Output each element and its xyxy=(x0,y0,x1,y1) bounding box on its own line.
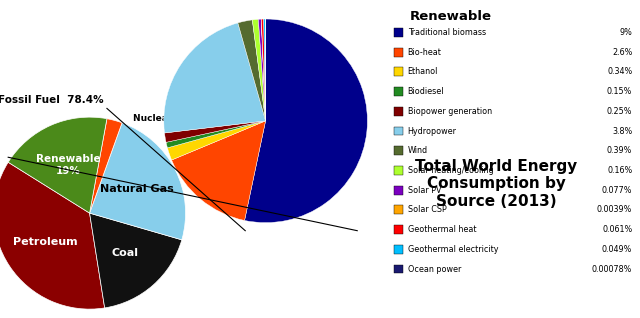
Text: Ocean power: Ocean power xyxy=(408,265,461,273)
Text: 0.25%: 0.25% xyxy=(607,107,632,116)
Text: 0.16%: 0.16% xyxy=(607,166,632,175)
Text: 0.0039%: 0.0039% xyxy=(597,205,632,214)
Text: 0.15%: 0.15% xyxy=(607,87,632,96)
Text: Wind: Wind xyxy=(408,146,428,155)
Text: Ethanol: Ethanol xyxy=(408,67,438,76)
Wedge shape xyxy=(244,19,367,223)
Text: Coal: Coal xyxy=(111,248,138,258)
Text: Nuclear 2.6%: Nuclear 2.6% xyxy=(132,114,200,122)
Text: 3.8%: 3.8% xyxy=(612,127,632,135)
Wedge shape xyxy=(166,121,266,148)
Wedge shape xyxy=(8,117,107,213)
Wedge shape xyxy=(261,19,266,121)
Wedge shape xyxy=(0,162,105,309)
Text: Fossil Fuel  78.4%: Fossil Fuel 78.4% xyxy=(0,95,104,105)
Wedge shape xyxy=(168,121,266,160)
Text: Geothermal heat: Geothermal heat xyxy=(408,225,476,234)
Wedge shape xyxy=(264,19,266,121)
Text: 0.077%: 0.077% xyxy=(602,186,632,195)
Wedge shape xyxy=(164,23,266,133)
Text: 0.049%: 0.049% xyxy=(602,245,632,254)
Text: Total World Energy
Consumption by
Source (2013): Total World Energy Consumption by Source… xyxy=(415,159,577,209)
Text: 0.34%: 0.34% xyxy=(607,67,632,76)
Text: Bio-heat: Bio-heat xyxy=(408,48,442,57)
Text: Petroleum: Petroleum xyxy=(13,237,78,247)
Text: 0.061%: 0.061% xyxy=(602,225,632,234)
Text: 0.39%: 0.39% xyxy=(607,146,632,155)
Text: Biopower generation: Biopower generation xyxy=(408,107,492,116)
Text: Natural Gas: Natural Gas xyxy=(100,184,173,194)
Wedge shape xyxy=(90,123,186,240)
Wedge shape xyxy=(252,19,266,121)
Text: Geothermal electricity: Geothermal electricity xyxy=(408,245,498,254)
Text: 9%: 9% xyxy=(620,28,632,37)
Wedge shape xyxy=(90,119,122,213)
Wedge shape xyxy=(164,121,266,142)
Wedge shape xyxy=(238,20,266,121)
Text: Biodiesel: Biodiesel xyxy=(408,87,444,96)
Wedge shape xyxy=(261,19,266,121)
Text: 0.00078%: 0.00078% xyxy=(592,265,632,273)
Text: 2.6%: 2.6% xyxy=(612,48,632,57)
Wedge shape xyxy=(90,213,182,308)
Text: Solar PV: Solar PV xyxy=(408,186,441,195)
Text: Hydropower: Hydropower xyxy=(408,127,457,135)
Text: Renewable: Renewable xyxy=(410,10,492,23)
Text: Solar CSP: Solar CSP xyxy=(408,205,447,214)
Text: Solar heating/cooling: Solar heating/cooling xyxy=(408,166,493,175)
Wedge shape xyxy=(172,121,266,220)
Wedge shape xyxy=(259,19,266,121)
Text: Renewable
19%: Renewable 19% xyxy=(36,154,100,176)
Text: Traditional biomass: Traditional biomass xyxy=(408,28,486,37)
